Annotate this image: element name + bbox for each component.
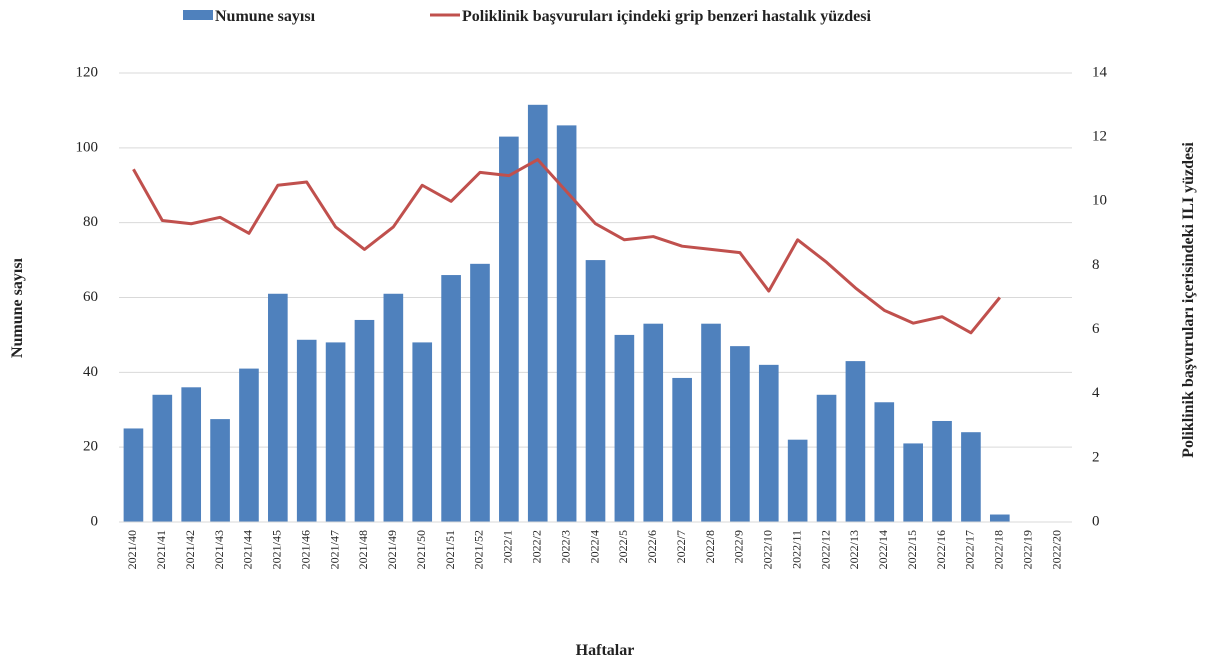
x-tick-label: 2022/9 — [732, 530, 746, 563]
bar — [701, 323, 721, 522]
y-tick-label: 100 — [76, 139, 99, 155]
y-tick-label: 40 — [83, 364, 98, 380]
bar — [556, 125, 577, 522]
x-tick-label: 2021/47 — [327, 530, 341, 569]
y2-tick-label: 14 — [1092, 64, 1108, 80]
x-tick-label: 2022/8 — [703, 530, 717, 563]
bar — [441, 275, 461, 522]
bar — [758, 364, 779, 522]
x-tick-label: 2022/10 — [761, 530, 775, 569]
bar — [527, 104, 548, 522]
x-tick-label: 2021/41 — [154, 530, 168, 569]
x-tick-label: 2022/5 — [616, 530, 630, 563]
line — [132, 158, 1001, 335]
y-tick-label: 0 — [91, 513, 99, 529]
y-tick-label: 60 — [83, 289, 98, 305]
bar — [989, 514, 1010, 522]
bar — [614, 334, 635, 522]
x-tick-label: 2022/16 — [934, 530, 948, 569]
x-tick-label: 2022/14 — [876, 530, 890, 569]
x-tick-label: 2022/20 — [1049, 530, 1063, 569]
bar — [672, 377, 692, 522]
bar — [845, 361, 866, 522]
x-tick-label: 2021/52 — [472, 530, 486, 569]
x-tick-label: 2021/50 — [414, 530, 428, 569]
x-tick-label: 2022/2 — [529, 530, 543, 563]
x-tick-label: 2022/13 — [847, 530, 861, 569]
x-tick-label: 2021/48 — [356, 530, 370, 569]
legend-label: Poliklinik başvuruları içindeki grip ben… — [462, 8, 872, 25]
y-tick-label: 20 — [83, 439, 98, 455]
x-tick-label: 2022/19 — [1020, 530, 1034, 569]
legend-label: Numune sayısı — [215, 8, 316, 25]
bar — [239, 368, 259, 522]
bar — [123, 428, 144, 522]
bar — [643, 323, 664, 522]
x-tick-label: 2021/43 — [212, 530, 226, 569]
y2-tick-label: 12 — [1092, 129, 1107, 145]
x-tick-label: 2021/40 — [125, 530, 139, 569]
bar — [585, 260, 606, 522]
y2-tick-label: 6 — [1092, 321, 1100, 337]
bar — [903, 443, 923, 522]
x-tick-label: 2022/11 — [789, 530, 803, 569]
bar — [470, 263, 490, 522]
x-tick-label: 2022/6 — [645, 530, 659, 563]
y-tick-label: 120 — [76, 64, 99, 80]
bar — [383, 293, 404, 522]
bar — [325, 342, 346, 522]
bar — [181, 387, 202, 522]
y2-axis-label: Poliklinik başvuruları içerisindeki ILI … — [1180, 142, 1197, 458]
y-tick-label: 80 — [83, 214, 98, 230]
x-axis-label: Haftalar — [576, 642, 635, 659]
x-tick-label: 2022/15 — [905, 530, 919, 569]
bar — [730, 346, 750, 522]
x-tick-label: 2022/1 — [501, 530, 515, 563]
bar — [961, 432, 981, 522]
y2-tick-label: 8 — [1092, 257, 1100, 273]
x-tick-label: 2021/42 — [183, 530, 197, 569]
y-axis-label: Numune sayısı — [9, 257, 26, 358]
bar — [210, 419, 230, 522]
x-tick-label: 2022/3 — [558, 530, 572, 563]
bar — [412, 342, 433, 522]
bar — [296, 339, 317, 522]
x-tick-label: 2022/4 — [587, 530, 601, 563]
x-tick-label: 2022/18 — [992, 530, 1006, 569]
y2-tick-label: 4 — [1092, 385, 1100, 401]
x-tick-label: 2021/49 — [385, 530, 399, 569]
x-tick-label: 2021/45 — [270, 530, 284, 569]
bar — [816, 394, 837, 522]
x-tick-label: 2022/7 — [674, 530, 688, 563]
bar — [152, 394, 173, 522]
legend-swatch — [183, 10, 213, 20]
bar — [499, 136, 519, 522]
y2-tick-label: 0 — [1092, 513, 1100, 529]
y2-tick-label: 2 — [1092, 449, 1100, 465]
x-tick-label: 2022/12 — [818, 530, 832, 569]
x-tick-label: 2021/51 — [443, 530, 457, 569]
x-tick-label: 2022/17 — [963, 530, 977, 569]
bar — [354, 319, 375, 522]
bar — [268, 293, 288, 522]
bar — [932, 420, 952, 522]
x-tick-label: 2021/44 — [241, 530, 255, 569]
x-tick-label: 2021/46 — [298, 530, 312, 569]
y2-tick-label: 10 — [1092, 193, 1107, 209]
bar — [874, 402, 895, 522]
bar — [787, 439, 808, 522]
